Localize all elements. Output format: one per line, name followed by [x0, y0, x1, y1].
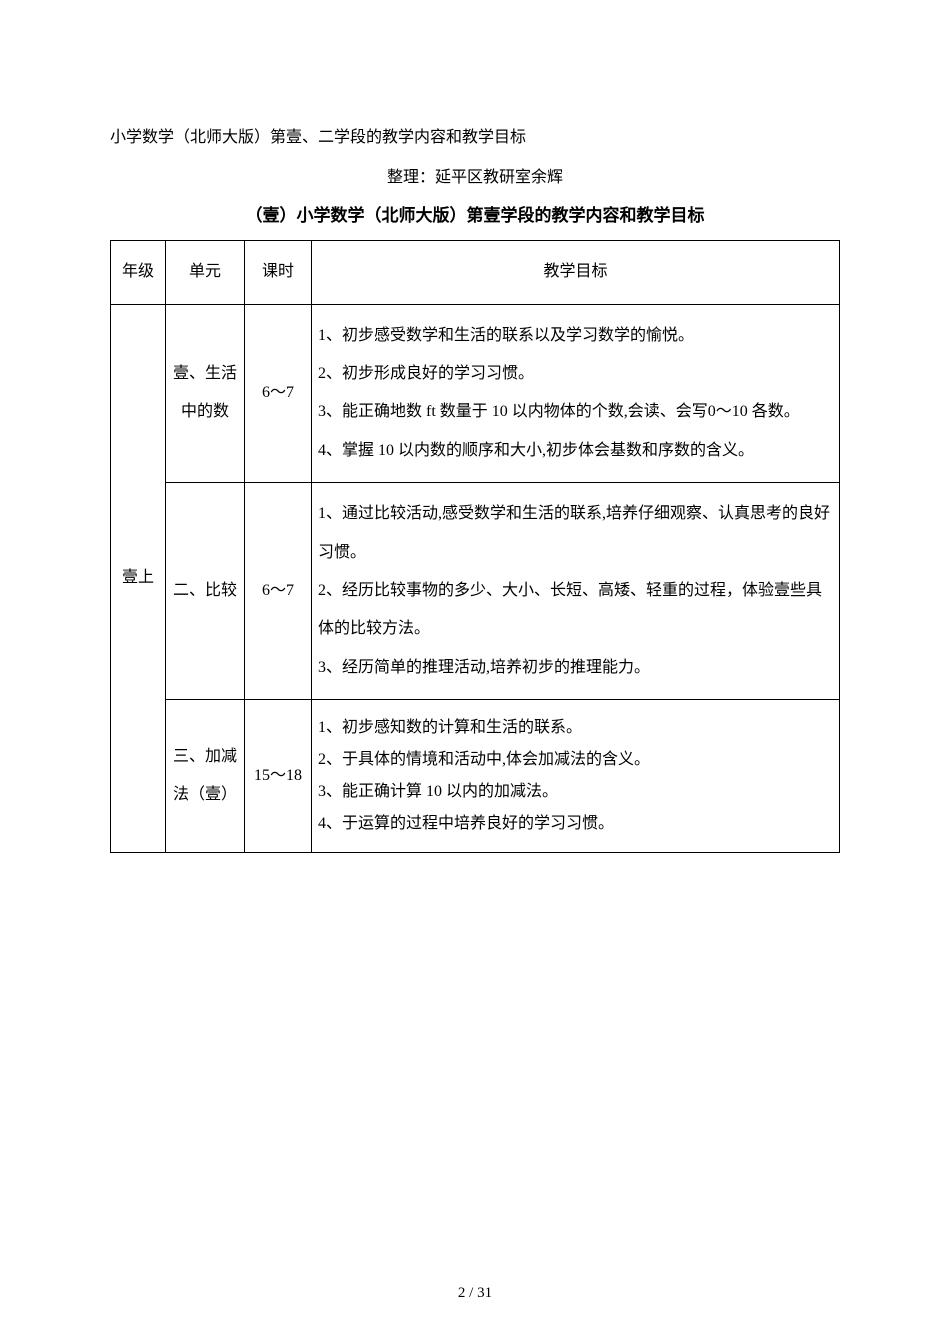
goal-line: 2、于具体的情境和活动中,体会加减法的含义。 [318, 744, 833, 776]
organizer-text: 整理：延平区教研室余辉 [110, 163, 840, 187]
grade-cell: 壹上 [111, 304, 166, 853]
goal-line: 1、初步感知数的计算和生活的联系。 [318, 712, 833, 744]
goals-cell: 1、初步感受数学和生活的联系以及学习数学的愉悦。 2、初步形成良好的学习习惯。 … [312, 304, 840, 483]
hours-cell: 6～7 [245, 483, 312, 700]
curriculum-table: 年级 单元 课时 教学目标 壹上 壹、生活中的数 6～7 1、初步感受数学和生活… [110, 240, 840, 853]
document-page: 小学数学（北师大版）第壹、二学段的教学内容和教学目标 整理：延平区教研室余辉 （… [0, 0, 950, 1344]
goal-line: 1、初步感受数学和生活的联系以及学习数学的愉悦。 [318, 317, 833, 355]
header-unit: 单元 [166, 241, 245, 304]
goal-line: 3、能正确地数 ft 数量于 10 以内物体的个数,会读、会写0～10 各数。 [318, 393, 833, 431]
table-row: 三、加减法（壹） 15～18 1、初步感知数的计算和生活的联系。 2、于具体的情… [111, 700, 840, 853]
goal-line: 2、初步形成良好的学习习惯。 [318, 355, 833, 393]
goals-cell: 1、初步感知数的计算和生活的联系。 2、于具体的情境和活动中,体会加减法的含义。… [312, 700, 840, 853]
goal-line: 4、于运算的过程中培养良好的学习习惯。 [318, 808, 833, 840]
page-number: 2 / 31 [0, 1285, 950, 1302]
unit-cell: 三、加减法（壹） [166, 700, 245, 853]
goal-line: 3、能正确计算 10 以内的加减法。 [318, 776, 833, 808]
section-title: （壹）小学数学（北师大版）第壹学段的教学内容和教学目标 [110, 201, 840, 226]
header-grade: 年级 [111, 241, 166, 304]
hours-cell: 6～7 [245, 304, 312, 483]
goal-line: 1、通过比较活动,感受数学和生活的联系,培养仔细观察、认真思考的良好习惯。 [318, 495, 833, 572]
goal-line: 2、经历比较事物的多少、大小、长短、高矮、轻重的过程，体验壹些具体的比较方法。 [318, 572, 833, 649]
goals-cell: 1、通过比较活动,感受数学和生活的联系,培养仔细观察、认真思考的良好习惯。 2、… [312, 483, 840, 700]
intro-text: 小学数学（北师大版）第壹、二学段的教学内容和教学目标 [110, 120, 840, 155]
header-hours: 课时 [245, 241, 312, 304]
goal-line: 3、经历简单的推理活动,培养初步的推理能力。 [318, 649, 833, 687]
unit-cell: 壹、生活中的数 [166, 304, 245, 483]
header-goals: 教学目标 [312, 241, 840, 304]
table-row: 二、比较 6～7 1、通过比较活动,感受数学和生活的联系,培养仔细观察、认真思考… [111, 483, 840, 700]
table-header-row: 年级 单元 课时 教学目标 [111, 241, 840, 304]
hours-cell: 15～18 [245, 700, 312, 853]
table-row: 壹上 壹、生活中的数 6～7 1、初步感受数学和生活的联系以及学习数学的愉悦。 … [111, 304, 840, 483]
goal-line: 4、掌握 10 以内数的顺序和大小,初步体会基数和序数的含义。 [318, 432, 833, 470]
unit-cell: 二、比较 [166, 483, 245, 700]
